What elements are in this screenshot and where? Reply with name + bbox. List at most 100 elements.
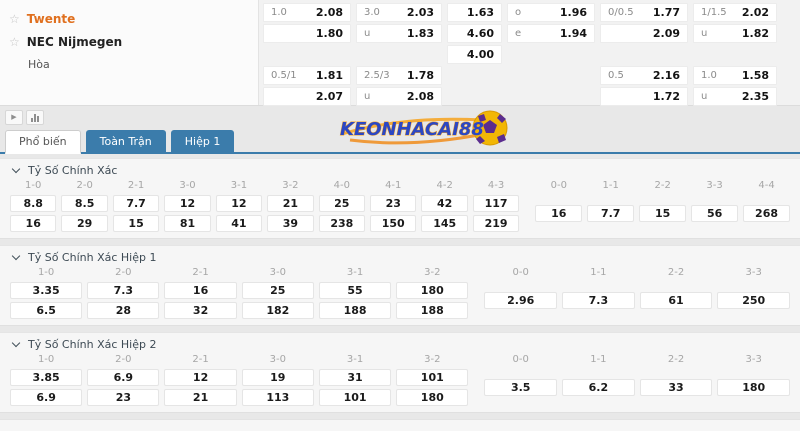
home-score-odds-cell[interactable]: 31 <box>318 369 392 386</box>
away-score-odds-cell[interactable]: 182 <box>241 302 314 319</box>
home-score-odds-cell[interactable]: 180 <box>396 282 469 299</box>
score-label: 4-0 <box>333 180 350 191</box>
odds-cell[interactable]: 1.72 <box>600 87 688 106</box>
away-score-odds-cell[interactable]: 16 <box>10 215 57 232</box>
home-score-odds-cell[interactable]: 3.35 <box>10 282 83 299</box>
tab-bar: Phổ biến Toàn Trận Hiệp 1 <box>0 130 800 154</box>
odds-cell[interactable]: u 1.82 <box>693 24 777 43</box>
section-header[interactable]: Tỷ Số Chính Xác Hiệp 1 <box>6 249 790 265</box>
away-score-odds-cell[interactable]: 15 <box>112 215 160 232</box>
home-score-odds-cell[interactable]: 23 <box>370 195 417 212</box>
away-score-odds-cell[interactable]: 180 <box>396 389 469 406</box>
away-score-odds-cell[interactable]: 188 <box>318 302 392 319</box>
home-score-odds-cell[interactable]: 12 <box>164 195 211 212</box>
draw-score-odds-cell[interactable]: 3.5 <box>484 379 558 396</box>
home-score-odds-cell[interactable]: 3.85 <box>10 369 83 386</box>
home-score-odds-cell[interactable]: 8.5 <box>61 195 108 212</box>
tab-pho-bien[interactable]: Phổ biến <box>5 130 81 154</box>
away-score-odds-cell[interactable]: 6.5 <box>10 302 83 319</box>
home-score-odds-cell[interactable]: 16 <box>164 282 237 299</box>
away-score-odds-cell[interactable]: 81 <box>164 215 211 232</box>
home-score-odds-cell[interactable]: 12 <box>164 369 237 386</box>
favorite-star-home-icon[interactable]: ☆ <box>9 11 20 26</box>
odds-cell[interactable]: 2.07 <box>263 87 351 106</box>
away-score-odds-cell[interactable]: 238 <box>318 215 366 232</box>
odds-cell[interactable]: 2.09 <box>600 24 688 43</box>
draw-score-odds-cell[interactable]: 61 <box>639 292 713 309</box>
section-header[interactable]: Tỷ Số Chính Xác <box>6 162 790 178</box>
away-score-odds-cell[interactable]: 23 <box>87 389 160 406</box>
chart-button[interactable] <box>26 110 44 125</box>
away-score-odds-cell[interactable]: 28 <box>87 302 160 319</box>
home-score-odds-cell[interactable]: 21 <box>267 195 314 212</box>
tab-hiep-1[interactable]: Hiệp 1 <box>170 130 235 152</box>
odds-cell[interactable]: 2.5/3 1.78 <box>356 66 442 85</box>
home-score-odds-cell[interactable]: 42 <box>421 195 468 212</box>
away-score-odds-cell[interactable]: 41 <box>215 215 263 232</box>
away-score-odds-cell[interactable]: 150 <box>370 215 417 232</box>
odds-cell[interactable]: u 2.08 <box>356 87 442 106</box>
draw-score-odds-cell[interactable]: 15 <box>639 205 687 222</box>
draw-score-odds-cell[interactable]: 2.96 <box>484 292 558 309</box>
odds-cell[interactable]: e 1.94 <box>507 24 595 43</box>
section-title: Tỷ Số Chính Xác Hiệp 2 <box>28 337 157 351</box>
draw-score-odds-cell[interactable]: 16 <box>535 205 583 222</box>
away-score-odds-cell[interactable]: 6.9 <box>10 389 83 406</box>
draw-score-odds-cell[interactable]: 6.2 <box>562 379 635 396</box>
home-score-odds-cell[interactable]: 19 <box>241 369 314 386</box>
home-score-odds-cell[interactable]: 25 <box>318 195 366 212</box>
score-label: 3-2 <box>424 267 441 278</box>
odds-cell[interactable]: u 1.83 <box>356 24 442 43</box>
home-score-odds-cell[interactable]: 12 <box>215 195 263 212</box>
tab-toan-tran[interactable]: Toàn Trận <box>85 130 166 152</box>
odds-cell[interactable]: 1.63 <box>447 3 502 22</box>
away-score-odds-cell[interactable]: 188 <box>396 302 469 319</box>
draw-score-odds-cell[interactable]: 7.7 <box>587 205 635 222</box>
odds-cell[interactable]: 1.0 1.58 <box>693 66 777 85</box>
odds-cell[interactable]: 3.0 2.03 <box>356 3 442 22</box>
odds-cell[interactable]: 4.00 <box>447 45 502 64</box>
odds-handicap-label: u <box>364 28 371 39</box>
odds-handicap-label: 0.5/1 <box>271 70 297 81</box>
draw-score-odds-cell[interactable]: 56 <box>691 205 739 222</box>
odds-cell[interactable]: 1.80 <box>263 24 351 43</box>
odds-cell[interactable]: 0.5/1 1.81 <box>263 66 351 85</box>
odds-cell[interactable]: u 2.35 <box>693 87 777 106</box>
odds-cell[interactable]: 0.5 2.16 <box>600 66 688 85</box>
favorite-star-away-icon[interactable]: ☆ <box>9 34 20 49</box>
away-score-odds-cell[interactable]: 219 <box>472 215 520 232</box>
draw-score-odds-cell[interactable]: 268 <box>743 205 790 222</box>
odds-cell[interactable]: 1.0 2.08 <box>263 3 351 22</box>
odds-cell[interactable]: o 1.96 <box>507 3 595 22</box>
play-button[interactable]: ▶ <box>5 110 23 125</box>
odds-value: 2.09 <box>652 27 680 40</box>
away-score-odds-cell[interactable]: 113 <box>241 389 314 406</box>
home-score-odds-cell[interactable]: 6.9 <box>87 369 160 386</box>
away-score-odds-cell[interactable]: 21 <box>164 389 237 406</box>
section-header[interactable]: Tỷ Số Chính Xác Hiệp 2 <box>6 336 790 352</box>
home-score-odds-cell[interactable]: 7.3 <box>87 282 160 299</box>
score-label: 3-2 <box>424 354 441 365</box>
away-score-odds-cell[interactable]: 29 <box>61 215 108 232</box>
home-away-score-grid: 1-0 2-0 2-1 3-0 3-1 3-2 3.85 6.9 12 19 31 101 6.9 23 2… <box>10 354 469 406</box>
score-label: 1-0 <box>37 354 55 365</box>
home-score-odds-cell[interactable]: 101 <box>396 369 469 386</box>
away-score-odds-cell[interactable]: 39 <box>267 215 314 232</box>
draw-score-odds-cell[interactable]: 7.3 <box>562 292 635 309</box>
away-score-odds-cell[interactable]: 145 <box>421 215 468 232</box>
score-label: 3-0 <box>269 267 286 278</box>
odds-value: 1.80 <box>315 27 343 40</box>
home-score-odds-cell[interactable]: 8.8 <box>10 195 57 212</box>
draw-score-odds-cell[interactable]: 180 <box>717 379 790 396</box>
odds-cell[interactable]: 0/0.5 1.77 <box>600 3 688 22</box>
home-score-odds-cell[interactable]: 55 <box>318 282 392 299</box>
home-score-odds-cell[interactable]: 117 <box>472 195 520 212</box>
draw-score-odds-cell[interactable]: 33 <box>639 379 713 396</box>
away-score-odds-cell[interactable]: 32 <box>164 302 237 319</box>
home-score-odds-cell[interactable]: 25 <box>241 282 314 299</box>
home-score-odds-cell[interactable]: 7.7 <box>112 195 160 212</box>
odds-cell[interactable]: 4.60 <box>447 24 502 43</box>
odds-cell[interactable]: 1/1.5 2.02 <box>693 3 777 22</box>
away-score-odds-cell[interactable]: 101 <box>318 389 392 406</box>
draw-score-odds-cell[interactable]: 250 <box>717 292 790 309</box>
